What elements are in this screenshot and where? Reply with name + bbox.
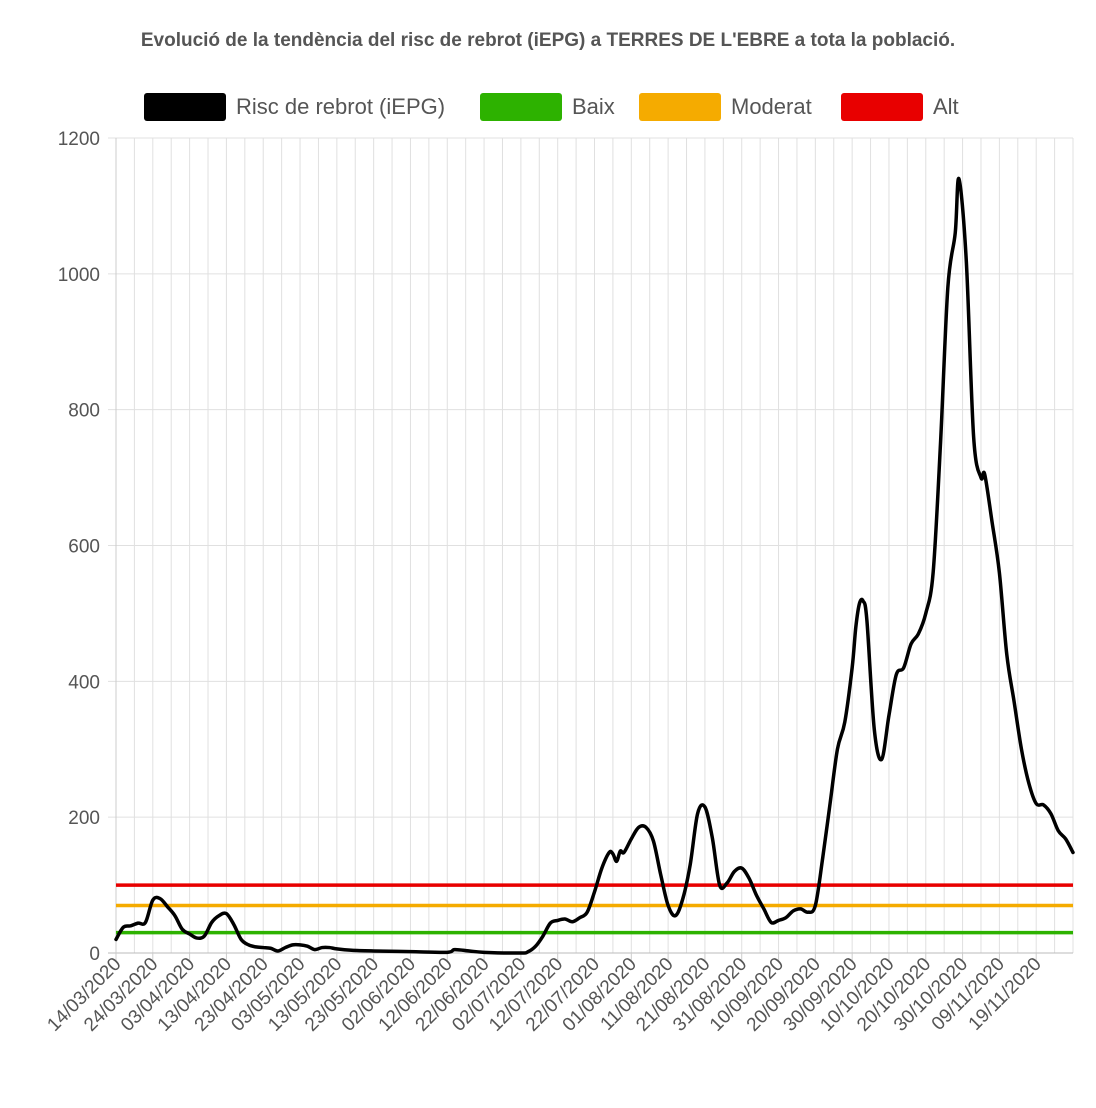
legend-swatch-baix bbox=[480, 93, 562, 121]
legend-label-baix: Baix bbox=[572, 94, 615, 119]
y-tick-label: 400 bbox=[68, 672, 100, 693]
legend-label-moderat: Moderat bbox=[731, 94, 812, 119]
chart-legend: Risc de rebrot (iEPG) Baix Moderat Alt bbox=[0, 90, 1096, 124]
legend-item-baix[interactable]: Baix bbox=[480, 90, 615, 124]
legend-item-risc[interactable]: Risc de rebrot (iEPG) bbox=[144, 90, 445, 124]
legend-item-moderat[interactable]: Moderat bbox=[639, 90, 812, 124]
series-line-risc-de-rebrot bbox=[114, 176, 1075, 955]
legend-swatch-risc bbox=[144, 93, 226, 121]
chart-title: Evolució de la tendència del risc de reb… bbox=[140, 30, 956, 51]
y-tick-label: 800 bbox=[68, 401, 100, 422]
y-tick-label: 0 bbox=[89, 944, 100, 965]
legend-label-risc: Risc de rebrot (iEPG) bbox=[236, 94, 446, 119]
legend-item-alt[interactable]: Alt bbox=[841, 90, 959, 124]
legend-swatch-moderat bbox=[639, 93, 721, 121]
y-tick-label: 200 bbox=[68, 808, 100, 829]
y-tick-label: 1200 bbox=[58, 129, 100, 150]
legend-swatch-alt bbox=[841, 93, 923, 121]
legend-label-alt: Alt bbox=[933, 94, 959, 119]
y-tick-label: 1000 bbox=[58, 265, 100, 286]
y-tick-label: 600 bbox=[68, 537, 100, 558]
